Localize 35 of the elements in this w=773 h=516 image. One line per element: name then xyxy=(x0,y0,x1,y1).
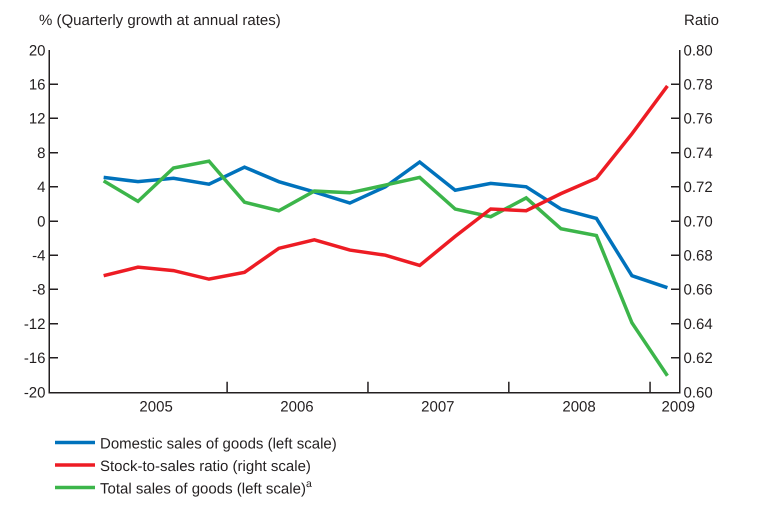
x-tick-label: 2007 xyxy=(421,398,455,416)
line-series xyxy=(102,160,670,290)
x-tick-label: 2009 xyxy=(662,398,695,416)
y-tick-label: 20 xyxy=(28,42,46,60)
y-tick-label: 0 xyxy=(37,213,46,230)
y-tick-label: 8 xyxy=(37,144,46,162)
legend-label: Stock-to-sales ratio (right scale) xyxy=(100,458,311,475)
y2-tick-label: 0.70 xyxy=(684,213,713,230)
y-tick-label: -4 xyxy=(32,247,46,264)
y2-tick-label: 0.80 xyxy=(684,42,713,60)
y-tick-label: -20 xyxy=(24,384,46,402)
y-tick-label: -12 xyxy=(24,316,46,333)
x-tick-label: 2006 xyxy=(280,398,314,416)
y-tick-label: 12 xyxy=(28,110,46,128)
y2-tick-label: 0.62 xyxy=(684,350,713,368)
y2-tick-label: 0.60 xyxy=(684,384,713,402)
y-tick-label: 4 xyxy=(37,179,46,196)
y-tick-label: -16 xyxy=(24,350,46,368)
legend-label: Domestic sales of goods (left scale) xyxy=(100,435,337,452)
y2-tick-label: 0.64 xyxy=(684,316,713,333)
y2-tick-label: 0.78 xyxy=(684,76,713,94)
line-series xyxy=(102,84,670,281)
x-tick-label: 2008 xyxy=(562,398,596,416)
y-tick-label: 16 xyxy=(28,76,46,94)
x-tick-label: 2005 xyxy=(139,398,173,416)
y-tick-label: -8 xyxy=(32,282,46,299)
line-series xyxy=(102,159,670,378)
legend-label: Total sales of goods (left scale)$^{a}$ xyxy=(100,478,312,498)
y2-tick-label: 0.66 xyxy=(684,282,713,299)
y2-tick-label: 0.74 xyxy=(684,144,713,162)
y2-axis-title: Ratio xyxy=(684,12,720,29)
y2-tick-label: 0.68 xyxy=(684,247,713,264)
y-axis-title: % (Quarterly growth at annual rates) xyxy=(39,12,281,29)
y2-tick-label: 0.76 xyxy=(684,110,713,128)
y2-tick-label: 0.72 xyxy=(684,179,713,196)
